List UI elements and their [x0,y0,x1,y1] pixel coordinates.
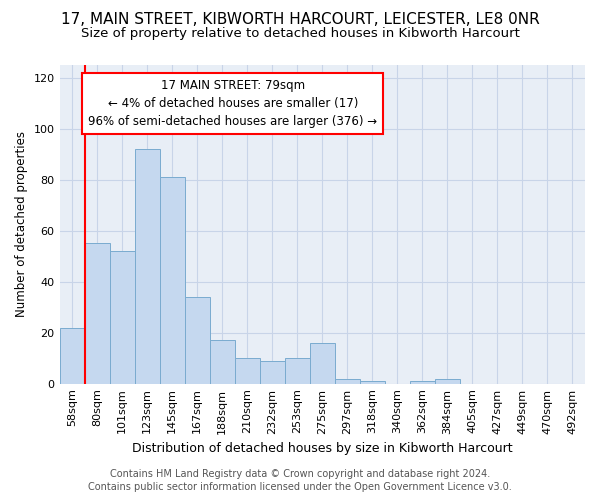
Bar [85,244,110,384]
Y-axis label: Number of detached properties: Number of detached properties [15,132,28,318]
Bar [209,340,235,384]
Bar [310,343,335,384]
Bar [185,297,209,384]
Text: Size of property relative to detached houses in Kibworth Harcourt: Size of property relative to detached ho… [80,28,520,40]
Text: Contains HM Land Registry data © Crown copyright and database right 2024.
Contai: Contains HM Land Registry data © Crown c… [88,470,512,492]
Bar [160,177,185,384]
Bar [410,381,435,384]
Bar [110,251,134,384]
Bar [360,381,385,384]
X-axis label: Distribution of detached houses by size in Kibworth Harcourt: Distribution of detached houses by size … [132,442,512,455]
Bar [134,149,160,384]
Bar [285,358,310,384]
Bar [235,358,260,384]
Bar [335,378,360,384]
Text: 17, MAIN STREET, KIBWORTH HARCOURT, LEICESTER, LE8 0NR: 17, MAIN STREET, KIBWORTH HARCOURT, LEIC… [61,12,539,28]
Bar [59,328,85,384]
Text: 17 MAIN STREET: 79sqm
← 4% of detached houses are smaller (17)
96% of semi-detac: 17 MAIN STREET: 79sqm ← 4% of detached h… [88,80,377,128]
Bar [260,360,285,384]
Bar [435,378,460,384]
